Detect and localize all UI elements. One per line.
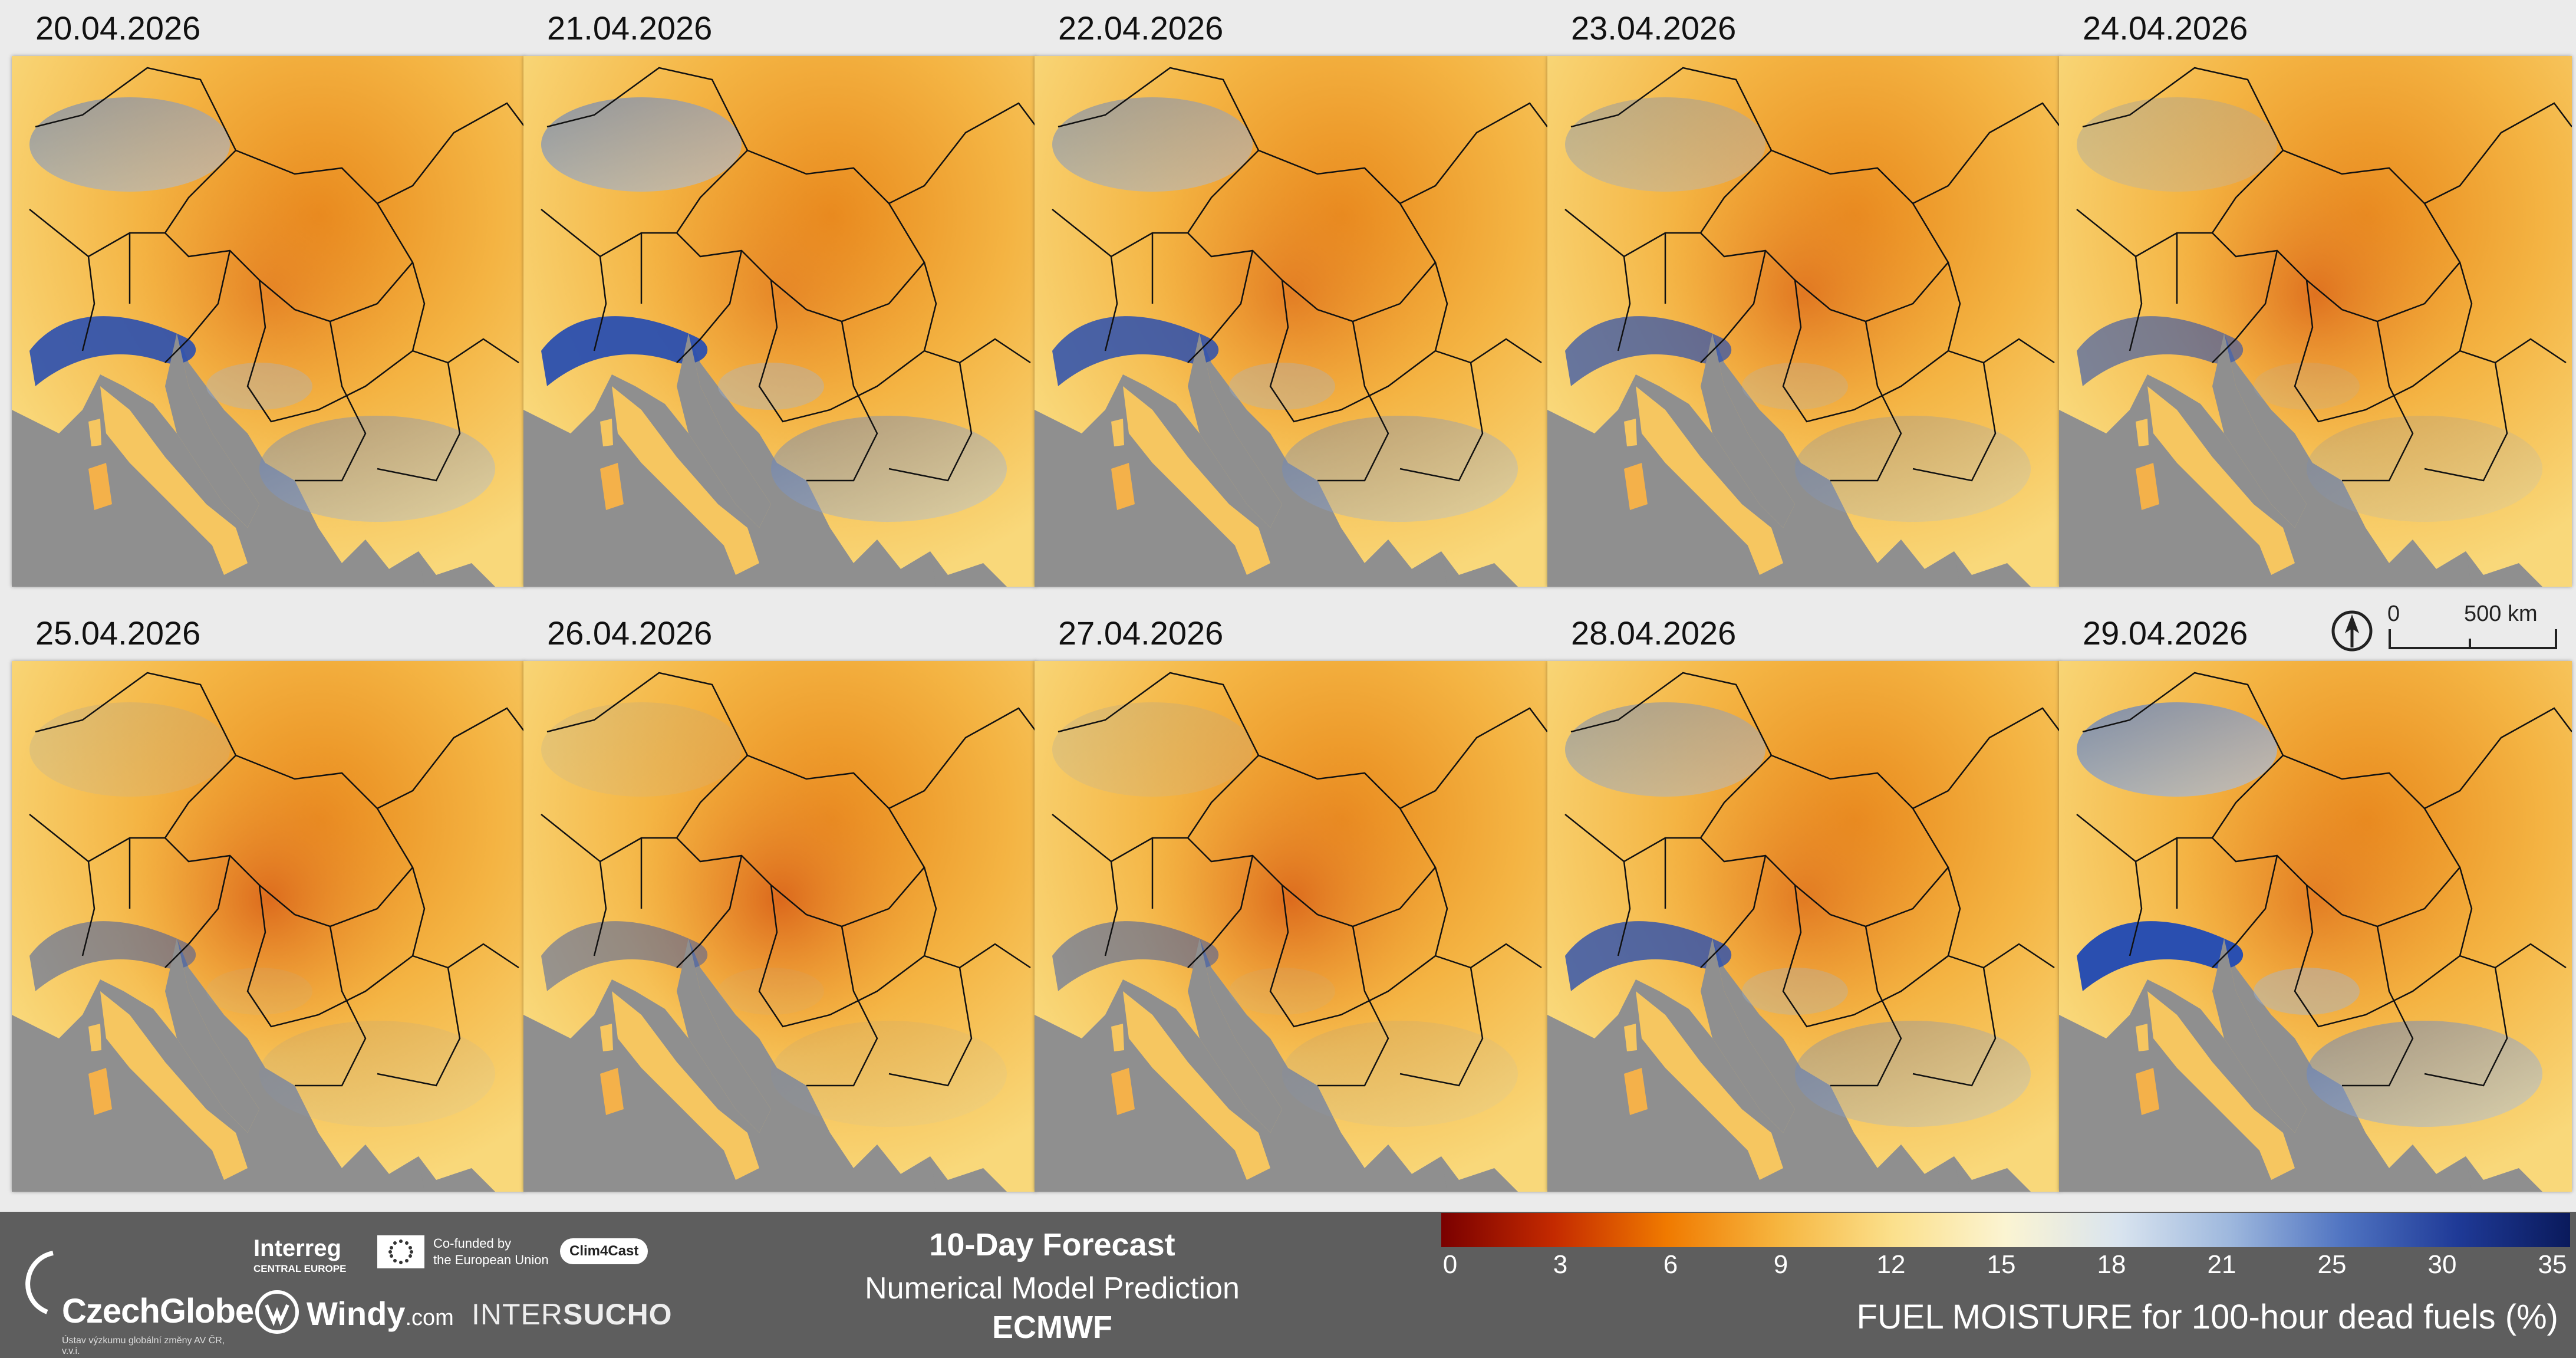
colorbar-tick-label: 0 (1442, 1250, 1458, 1279)
eu-cofunded-text: Co-funded by the European Union (433, 1235, 549, 1268)
colorbar (1441, 1213, 2570, 1247)
czechglobe-logo: CzechGlobe Ústav výzkumu globální změny … (18, 1235, 254, 1356)
fuel-moisture-map (12, 56, 525, 587)
colorbar-tick-label: 25 (2317, 1250, 2347, 1279)
panel-date: 21.04.2026 (547, 9, 713, 47)
colorbar-tick-label: 21 (2207, 1250, 2236, 1279)
forecast-subtitle: Numerical Model Prediction (865, 1271, 1240, 1306)
panel-date: 26.04.2026 (547, 614, 713, 652)
colorbar-tick-label: 3 (1553, 1250, 1568, 1279)
panel-date: 29.04.2026 (2083, 614, 2248, 652)
czechglobe-subtitle: Ústav výzkumu globální změny AV ČR, v.v.… (62, 1336, 225, 1356)
clim4cast-logo: Clim4Cast (560, 1238, 648, 1264)
map-graphic (12, 56, 525, 587)
fuel-moisture-map (2059, 661, 2572, 1192)
scale-zero-label: 0 (2387, 601, 2400, 626)
scale-distance-label: 500 km (2464, 601, 2538, 626)
map-graphic (2059, 56, 2572, 587)
map-graphic (1035, 56, 1547, 587)
forecast-title: 10-Day Forecast (929, 1227, 1175, 1262)
eu-line-1: Co-funded by (433, 1236, 512, 1251)
fuel-moisture-map (12, 661, 525, 1192)
eu-flag-icon (377, 1235, 424, 1268)
panel-date: 22.04.2026 (1058, 9, 1224, 47)
colorbar-tick-label: 15 (1987, 1250, 2016, 1279)
colorbar-tick-label: 9 (1773, 1250, 1788, 1279)
eu-line-2: the European Union (433, 1252, 549, 1267)
colorbar-tick-label: 6 (1663, 1250, 1678, 1279)
map-graphic (1547, 56, 2060, 587)
panel-date: 27.04.2026 (1058, 614, 1224, 652)
map-graphic (1547, 661, 2060, 1192)
interreg-title: Interreg (253, 1235, 341, 1261)
fuel-moisture-map (2059, 56, 2572, 587)
fuel-moisture-map (1547, 661, 2060, 1192)
colorbar-tick-label: 35 (2538, 1250, 2567, 1279)
fuel-moisture-map (1035, 661, 1547, 1192)
windy-domain: .com (405, 1306, 454, 1330)
colorbar-tick-label: 12 (1876, 1250, 1906, 1279)
legend-title: FUEL MOISTURE for 100-hour dead fuels (%… (1856, 1298, 2558, 1336)
map-graphic (12, 661, 525, 1192)
forecast-model: ECMWF (992, 1310, 1112, 1345)
intersucho-logo: INTERSUCHO (472, 1297, 673, 1331)
interreg-logo: Interreg CENTRAL EUROPE (253, 1235, 346, 1275)
intersucho-part-2: SUCHO (563, 1298, 673, 1331)
colorbar-tick-label: 30 (2427, 1250, 2457, 1279)
scale-line (2389, 629, 2557, 649)
footer: CzechGlobe Ústav výzkumu globální změny … (0, 1212, 2576, 1358)
fuel-moisture-map (1035, 56, 1547, 587)
map-graphic (523, 661, 1036, 1192)
colorbar-tick-label: 18 (2097, 1250, 2126, 1279)
panel-date: 28.04.2026 (1571, 614, 1737, 652)
map-graphic (2059, 661, 2572, 1192)
panel-date: 24.04.2026 (2083, 9, 2248, 47)
interreg-subtitle: CENTRAL EUROPE (253, 1263, 347, 1274)
panel-date: 20.04.2026 (35, 9, 201, 47)
intersucho-part-1: INTER (472, 1298, 563, 1331)
windy-name: Windy (307, 1295, 406, 1332)
scale-bar: 0 500 km (2376, 601, 2557, 649)
windy-logo: Windy.com (253, 1288, 454, 1336)
czechglobe-swoosh-icon (25, 1251, 54, 1314)
panel-date: 23.04.2026 (1571, 9, 1737, 47)
windy-icon (255, 1290, 299, 1334)
north-arrow-icon (2331, 610, 2373, 652)
fuel-moisture-map (523, 56, 1036, 587)
map-graphic (523, 56, 1036, 587)
czechglobe-name: CzechGlobe (62, 1292, 254, 1330)
map-graphic (1035, 661, 1547, 1192)
panel-date: 25.04.2026 (35, 614, 201, 652)
fuel-moisture-map (523, 661, 1036, 1192)
fuel-moisture-map (1547, 56, 2060, 587)
